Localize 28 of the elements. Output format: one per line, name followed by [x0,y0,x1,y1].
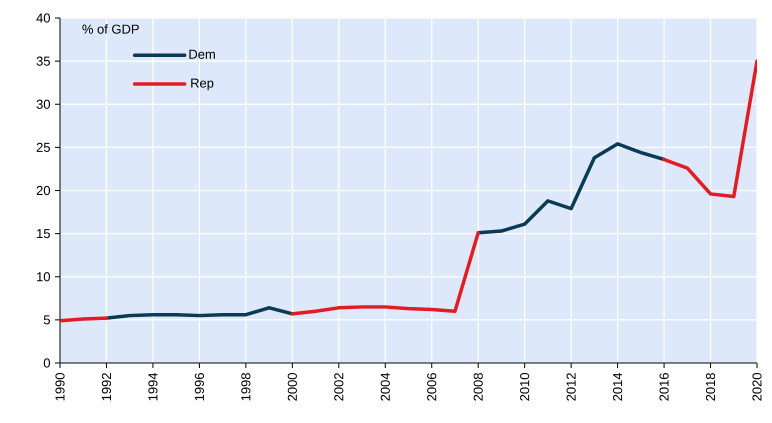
x-tick-label: 2004 [380,372,390,401]
legend-label: Rep [191,78,214,90]
x-tick-label: 2008 [474,373,483,401]
x-tick-label: 2006 [427,373,436,401]
y-tick-label: 5 [44,315,50,324]
y-tick-label: 20 [36,186,50,196]
x-tick-label: 1992 [102,373,112,400]
x-tick-label: 1994 [148,372,158,400]
x-tick-label: 1996 [194,373,204,400]
y-tick-label: 15 [37,229,50,238]
legend-label: Dem [189,50,215,59]
y-tick-label: 10 [37,272,50,282]
x-tick-label: 2002 [334,373,344,401]
x-tick-label: 2016 [659,373,669,401]
y-tick-label: 35 [36,56,50,66]
x-tick-label: 2000 [288,373,297,401]
y-axis-title: % of GDP [82,24,139,34]
x-tick-label: 2010 [520,373,530,401]
x-tick-label: 2012 [566,373,576,401]
x-tick-label: 2014 [613,372,622,401]
y-tick-label: 40 [36,13,50,23]
x-tick-label: 1998 [241,373,250,400]
y-tick-label: 0 [44,358,50,368]
y-tick-label: 25 [36,142,50,152]
y-tick-label: 30 [36,100,50,109]
x-tick-label: 1990 [55,373,65,400]
x-tick-label: 2018 [706,373,716,401]
x-tick-label: 2020 [752,373,762,401]
